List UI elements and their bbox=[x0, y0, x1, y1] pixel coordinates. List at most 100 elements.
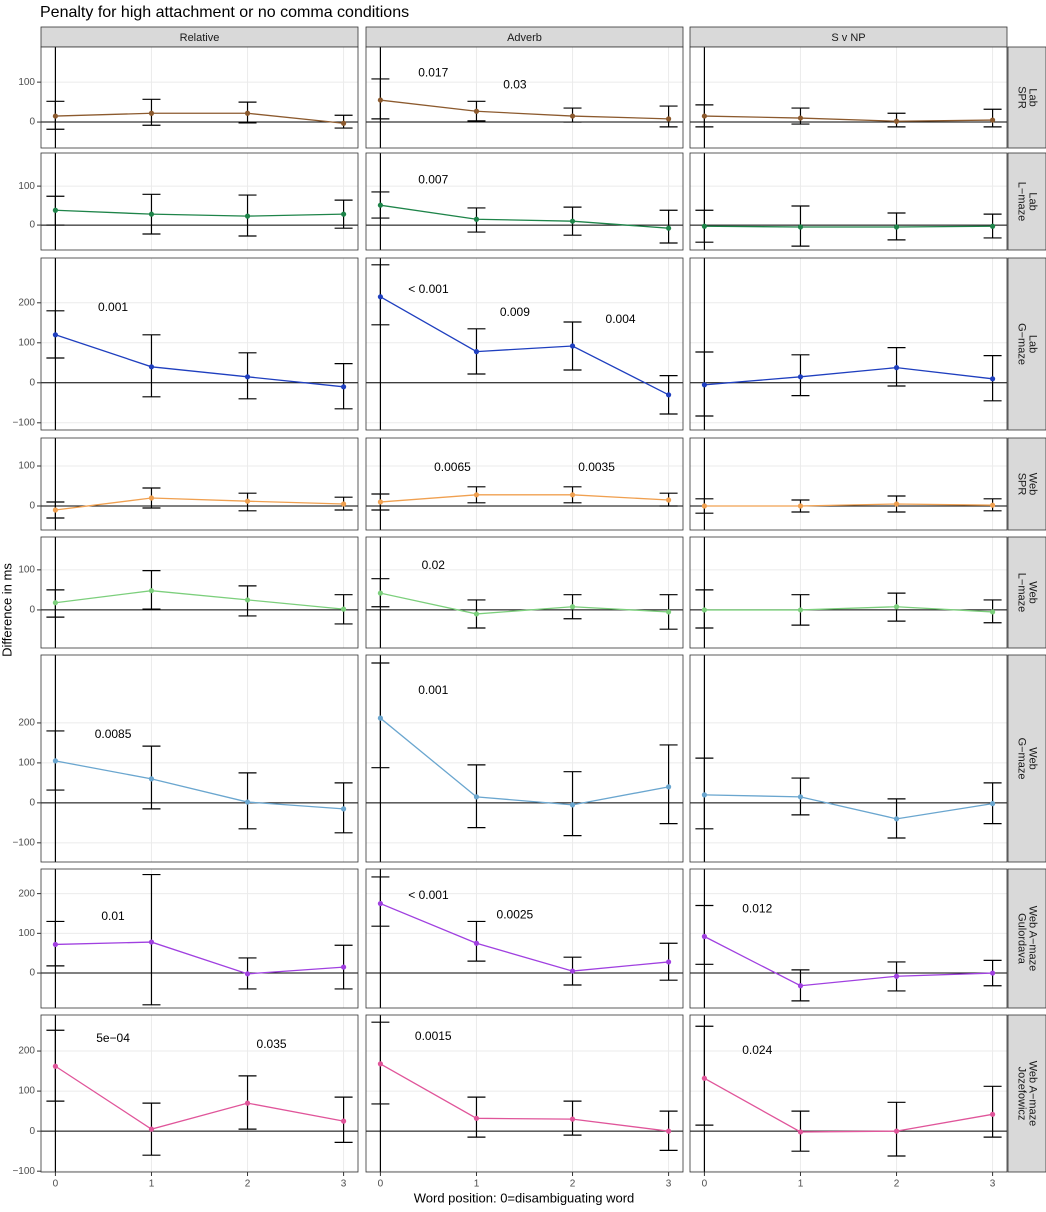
p-value-annotation: 0.017 bbox=[418, 66, 448, 80]
y-tick-label: 0 bbox=[29, 797, 35, 808]
panel-background bbox=[41, 153, 358, 250]
point bbox=[989, 223, 996, 229]
y-tick-label: 0 bbox=[29, 968, 35, 979]
panel-background bbox=[41, 869, 358, 1008]
panel-border bbox=[365, 437, 684, 531]
x-tick-label: 2 bbox=[894, 1179, 900, 1190]
point bbox=[893, 501, 900, 507]
panel-background bbox=[366, 438, 683, 530]
panel-background bbox=[690, 537, 1007, 648]
point bbox=[148, 495, 155, 501]
series-line bbox=[55, 497, 344, 511]
point bbox=[473, 1115, 480, 1121]
point bbox=[893, 224, 900, 230]
point bbox=[340, 964, 347, 970]
point bbox=[893, 816, 900, 822]
point bbox=[377, 202, 384, 208]
row-strip-label: Web A−maze bbox=[1027, 1061, 1039, 1127]
p-value-annotation: 0.0085 bbox=[95, 727, 132, 741]
point bbox=[989, 376, 996, 382]
point bbox=[52, 207, 59, 213]
panel-background bbox=[690, 153, 1007, 250]
point bbox=[665, 1128, 672, 1134]
series-line bbox=[704, 1077, 993, 1133]
panel-border bbox=[40, 1014, 359, 1173]
panel-background bbox=[41, 1015, 358, 1172]
y-tick-label: 0 bbox=[29, 605, 35, 616]
point bbox=[148, 1126, 155, 1132]
panel-background bbox=[41, 655, 358, 862]
point bbox=[52, 600, 59, 606]
series-line bbox=[704, 606, 993, 613]
panel-background bbox=[690, 258, 1007, 430]
column-strip-label: Adverb bbox=[507, 32, 542, 44]
point bbox=[377, 900, 384, 907]
panel-border bbox=[689, 1014, 1008, 1173]
y-tick-label: 200 bbox=[18, 888, 35, 899]
series-line bbox=[704, 794, 993, 820]
p-value-annotation: 0.035 bbox=[257, 1037, 287, 1051]
x-tick-label: 0 bbox=[53, 1179, 59, 1190]
point bbox=[148, 364, 155, 370]
point bbox=[569, 113, 576, 119]
y-tick-label: −100 bbox=[12, 1166, 35, 1177]
point bbox=[569, 492, 576, 498]
row-strip bbox=[1007, 257, 1046, 431]
point bbox=[701, 933, 708, 940]
y-tick-label: 200 bbox=[18, 297, 35, 308]
series-line bbox=[55, 760, 344, 810]
p-value-annotation: 0.004 bbox=[606, 312, 636, 326]
panel-border bbox=[689, 437, 1008, 531]
row-strip-label: L−maze bbox=[1016, 573, 1028, 612]
p-value-annotation: 0.007 bbox=[418, 172, 448, 186]
y-tick-label: 200 bbox=[18, 718, 35, 729]
series-line bbox=[380, 902, 669, 972]
point bbox=[244, 799, 251, 805]
p-value-annotation: < 0.001 bbox=[408, 888, 449, 902]
row-strip-label: L−maze bbox=[1016, 182, 1028, 221]
series-line bbox=[380, 494, 669, 503]
row-strip bbox=[1007, 46, 1046, 149]
series-line bbox=[704, 935, 993, 987]
panel-border bbox=[40, 536, 359, 649]
panel-background bbox=[366, 869, 683, 1008]
point bbox=[665, 392, 672, 398]
panel-border bbox=[689, 257, 1008, 431]
row-strip-label: Lab bbox=[1027, 192, 1039, 210]
x-tick-label: 2 bbox=[570, 1179, 576, 1190]
y-tick-label: 0 bbox=[29, 377, 35, 388]
series-line bbox=[55, 209, 344, 217]
panel-background bbox=[366, 153, 683, 250]
point bbox=[665, 784, 672, 790]
panel-background bbox=[366, 1015, 683, 1172]
y-tick-label: 0 bbox=[29, 1126, 35, 1137]
point bbox=[148, 211, 155, 217]
y-tick-label: 100 bbox=[18, 1086, 35, 1097]
point bbox=[52, 941, 59, 948]
panel-border bbox=[365, 536, 684, 649]
point bbox=[989, 502, 996, 508]
row-strip bbox=[1007, 152, 1046, 251]
point bbox=[377, 499, 384, 505]
series-line bbox=[380, 592, 669, 615]
point bbox=[340, 120, 347, 126]
x-tick-label: 1 bbox=[149, 1179, 155, 1190]
panel-border bbox=[689, 46, 1008, 149]
panel-background bbox=[690, 438, 1007, 530]
point bbox=[989, 609, 996, 615]
point bbox=[569, 218, 576, 224]
point bbox=[148, 110, 155, 116]
point bbox=[797, 607, 804, 613]
x-tick-label: 0 bbox=[702, 1179, 708, 1190]
p-value-annotation: 0.01 bbox=[101, 909, 125, 923]
row-strip-label: Jozefowicz bbox=[1016, 1067, 1028, 1121]
point bbox=[340, 1118, 347, 1124]
point bbox=[665, 959, 672, 965]
point bbox=[569, 802, 576, 808]
row-strip-label: Lab bbox=[1027, 335, 1039, 353]
p-value-annotation: 0.0035 bbox=[578, 460, 615, 474]
point bbox=[244, 971, 251, 977]
series-line bbox=[55, 112, 344, 124]
panel-background bbox=[690, 655, 1007, 862]
